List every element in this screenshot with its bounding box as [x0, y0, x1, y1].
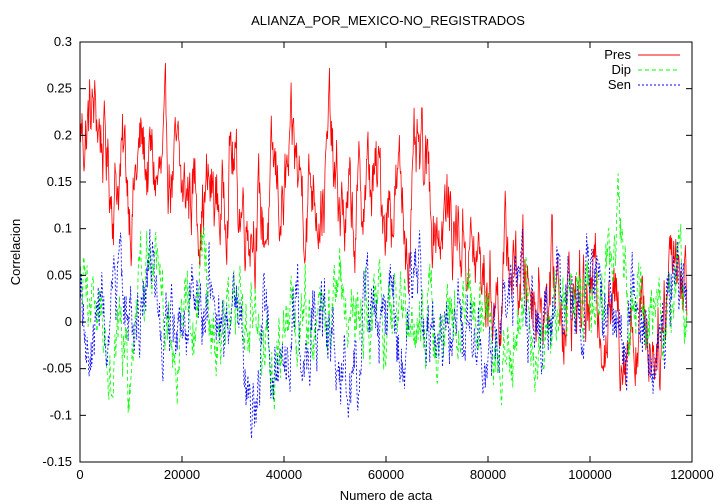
y-tick-label: 0.3 [54, 34, 72, 49]
chart-title: ALIANZA_POR_MEXICO-NO_REGISTRADOS [251, 13, 525, 28]
plot-series [79, 62, 688, 439]
y-tick-label: 0.15 [47, 174, 72, 189]
series-line-sen [79, 228, 688, 439]
legend-label: Sen [608, 77, 631, 92]
y-tick-label: -0.1 [50, 407, 72, 422]
x-tick-label: 60000 [368, 467, 404, 482]
legend-label: Pres [604, 47, 631, 62]
x-tick-label: 0 [76, 467, 83, 482]
y-tick-label: 0 [65, 314, 72, 329]
series-line-dip [79, 173, 688, 413]
plot-frame [79, 41, 693, 463]
series-line-pres [79, 62, 688, 392]
y-tick-label: 0.05 [47, 267, 72, 282]
y-axis-label: Correlacion [8, 219, 23, 285]
y-tick-label: 0.2 [54, 127, 72, 142]
y-tick-label: 0.1 [54, 221, 72, 236]
x-tick-label: 100000 [568, 467, 611, 482]
x-tick-label: 80000 [470, 467, 506, 482]
x-tick-label: 20000 [164, 467, 200, 482]
axis-ticks: 0 20000 40000 60000 80000 100000 120000 -0.15 -0… [42, 34, 713, 482]
y-tick-label: -0.05 [42, 361, 72, 376]
x-axis-label: Numero de acta [340, 488, 433, 503]
x-tick-label: 120000 [670, 467, 713, 482]
x-tick-label: 40000 [266, 467, 302, 482]
legend-label: Dip [611, 62, 631, 77]
y-tick-label: 0.25 [47, 81, 72, 96]
y-tick-label: -0.15 [42, 454, 72, 469]
